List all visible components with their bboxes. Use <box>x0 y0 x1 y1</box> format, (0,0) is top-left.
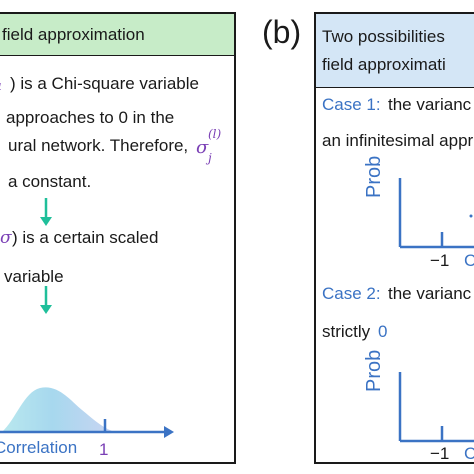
line4-text: a constant. <box>8 172 92 191</box>
panel-a-header: field approximation <box>0 14 234 56</box>
panel-a: field approximation ₁ ) is a Chi-square … <box>0 12 236 464</box>
sigma-lj-symbol: σ <box>196 137 209 158</box>
case2-text: the varianc <box>388 284 472 303</box>
tick-1-label: 1 <box>99 440 109 459</box>
case1-tick-label: −1 <box>430 251 450 270</box>
distribution-plot <box>0 387 174 438</box>
x-axis-label: Correlation <box>0 438 78 457</box>
case1-plot <box>398 178 474 249</box>
line5-sigma: σ <box>0 228 12 248</box>
panel-a-title: field approximation <box>2 25 145 44</box>
x-axis-arrowhead <box>164 426 174 438</box>
case1-line2: an infinitesimal appr <box>322 131 474 150</box>
line5-text: ) is a certain scaled <box>12 228 159 247</box>
sigma-lj-superscript: (l) <box>208 127 222 141</box>
panel-b-label: (b) <box>262 14 302 50</box>
case2-tick-label: −1 <box>430 444 450 463</box>
line3-text: ural network. Therefore, <box>8 136 189 155</box>
case1-label: Case 1: <box>322 95 381 114</box>
line1-text: ) is a Chi-square variable <box>10 74 199 93</box>
case1-text: the varianc <box>388 95 472 114</box>
line1-subscript: ₁ <box>0 75 3 95</box>
case2-label: Case 2: <box>322 284 381 303</box>
case2-line2: strictly <box>322 322 371 341</box>
line2-text: approaches to 0 in the <box>6 108 175 127</box>
sigma-lj-subscript: j <box>208 151 212 165</box>
case2-x-partial: C <box>464 444 474 462</box>
arrow-down-1 <box>40 198 52 226</box>
case2-plot <box>398 372 474 443</box>
panel-b-title-line2: field approximati <box>322 55 446 74</box>
panel-b: Two possibilities field approximati Case… <box>314 12 474 464</box>
line6-text: variable <box>4 267 64 286</box>
panel-b-header: Two possibilities field approximati <box>316 14 474 88</box>
panel-a-arrows <box>40 198 52 314</box>
case1-point <box>469 214 473 218</box>
panel-b-title-line1: Two possibilities <box>322 27 445 46</box>
case2-value: 0 <box>378 322 388 341</box>
case1-x-partial: C <box>464 251 474 271</box>
case2-y-label: Prob <box>363 349 385 392</box>
distribution-curve <box>2 387 114 432</box>
arrow-down-2 <box>40 286 52 314</box>
